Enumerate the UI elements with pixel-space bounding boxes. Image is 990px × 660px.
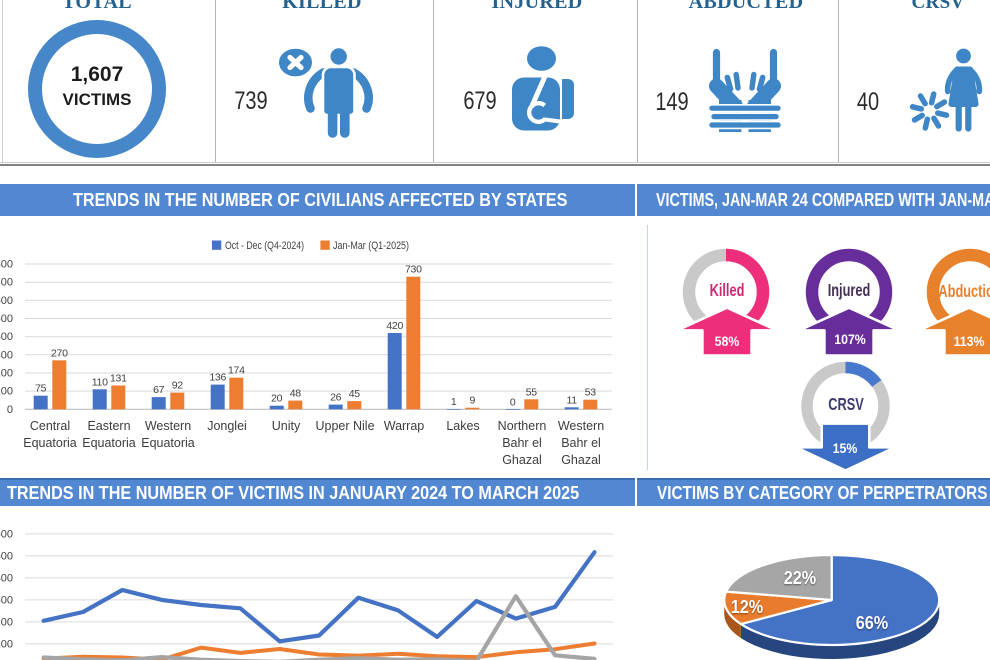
- svg-text:600: 600: [0, 528, 13, 540]
- svg-text:420: 420: [386, 320, 403, 332]
- svg-text:67: 67: [153, 384, 165, 396]
- svg-text:Jonglei: Jonglei: [207, 419, 247, 433]
- svg-text:Eastern: Eastern: [87, 419, 130, 433]
- svg-text:Bahr el: Bahr el: [561, 436, 601, 450]
- svg-text:400: 400: [0, 331, 13, 343]
- svg-text:Western: Western: [558, 419, 604, 433]
- svg-text:200: 200: [0, 616, 13, 628]
- svg-text:75: 75: [35, 383, 47, 395]
- svg-text:Ghazal: Ghazal: [502, 453, 542, 467]
- svg-text:Equatoria: Equatoria: [141, 436, 195, 450]
- svg-text:55: 55: [526, 386, 538, 398]
- svg-text:Upper Nile: Upper Nile: [315, 419, 374, 433]
- svg-text:Northern: Northern: [498, 419, 547, 433]
- svg-text:730: 730: [405, 264, 422, 276]
- svg-text:Warrap: Warrap: [384, 419, 425, 433]
- svg-text:11: 11: [567, 394, 578, 406]
- svg-text:131: 131: [110, 373, 127, 385]
- svg-text:100: 100: [0, 638, 13, 650]
- svg-text:Bahr el: Bahr el: [502, 436, 542, 450]
- svg-text:100: 100: [0, 386, 13, 398]
- svg-text:92: 92: [172, 380, 184, 392]
- svg-text:Lakes: Lakes: [446, 419, 479, 433]
- svg-text:20: 20: [271, 393, 283, 405]
- svg-text:500: 500: [0, 313, 13, 325]
- svg-text:Equatoria: Equatoria: [23, 436, 77, 450]
- svg-text:Central: Central: [30, 419, 70, 433]
- svg-text:48: 48: [290, 388, 302, 400]
- svg-text:0: 0: [510, 396, 516, 408]
- svg-text:Jan-Mar (Q1-2025): Jan-Mar (Q1-2025): [333, 240, 409, 252]
- svg-text:600: 600: [0, 295, 13, 307]
- svg-text:Equatoria: Equatoria: [82, 436, 136, 450]
- svg-text:800: 800: [0, 259, 13, 271]
- svg-text:500: 500: [0, 550, 13, 562]
- svg-text:300: 300: [0, 349, 13, 361]
- svg-text:Ghazal: Ghazal: [561, 453, 601, 467]
- svg-text:270: 270: [51, 347, 68, 359]
- svg-text:Western: Western: [145, 419, 191, 433]
- svg-text:9: 9: [470, 395, 476, 407]
- svg-text:26: 26: [330, 392, 342, 404]
- svg-text:200: 200: [0, 368, 13, 380]
- svg-text:174: 174: [228, 365, 245, 377]
- svg-text:110: 110: [92, 376, 108, 388]
- svg-text:1: 1: [451, 396, 457, 408]
- svg-text:45: 45: [349, 388, 361, 400]
- svg-text:400: 400: [0, 572, 13, 584]
- svg-text:Unity: Unity: [272, 419, 301, 433]
- svg-text:0: 0: [7, 404, 13, 416]
- svg-text:53: 53: [585, 387, 597, 399]
- svg-text:300: 300: [0, 594, 13, 606]
- svg-text:Oct - Dec (Q4-2024): Oct - Dec (Q4-2024): [225, 240, 304, 252]
- svg-text:136: 136: [209, 372, 226, 384]
- svg-text:700: 700: [0, 277, 13, 289]
